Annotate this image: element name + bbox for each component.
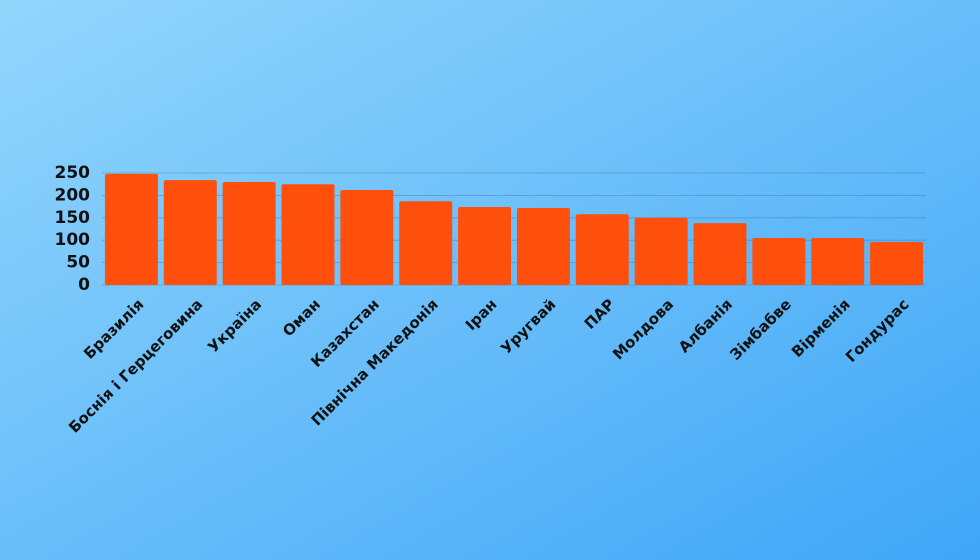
y-tick-label: 0	[78, 275, 90, 295]
bar	[104, 173, 158, 285]
bar	[811, 237, 865, 285]
y-tick-label: 200	[55, 185, 91, 205]
bar	[281, 184, 335, 285]
y-tick-label: 100	[55, 230, 91, 250]
bar	[399, 201, 453, 285]
bar	[634, 217, 688, 285]
bar	[458, 207, 512, 285]
bar	[693, 223, 747, 285]
bar	[575, 214, 629, 285]
bar	[516, 207, 570, 285]
bar	[340, 190, 394, 285]
bar	[222, 181, 276, 285]
y-tick-label: 150	[55, 208, 91, 228]
bar	[163, 180, 217, 285]
y-tick-label: 50	[66, 253, 90, 273]
bar	[752, 237, 806, 285]
bar	[870, 241, 924, 285]
y-tick-label: 250	[55, 163, 91, 183]
